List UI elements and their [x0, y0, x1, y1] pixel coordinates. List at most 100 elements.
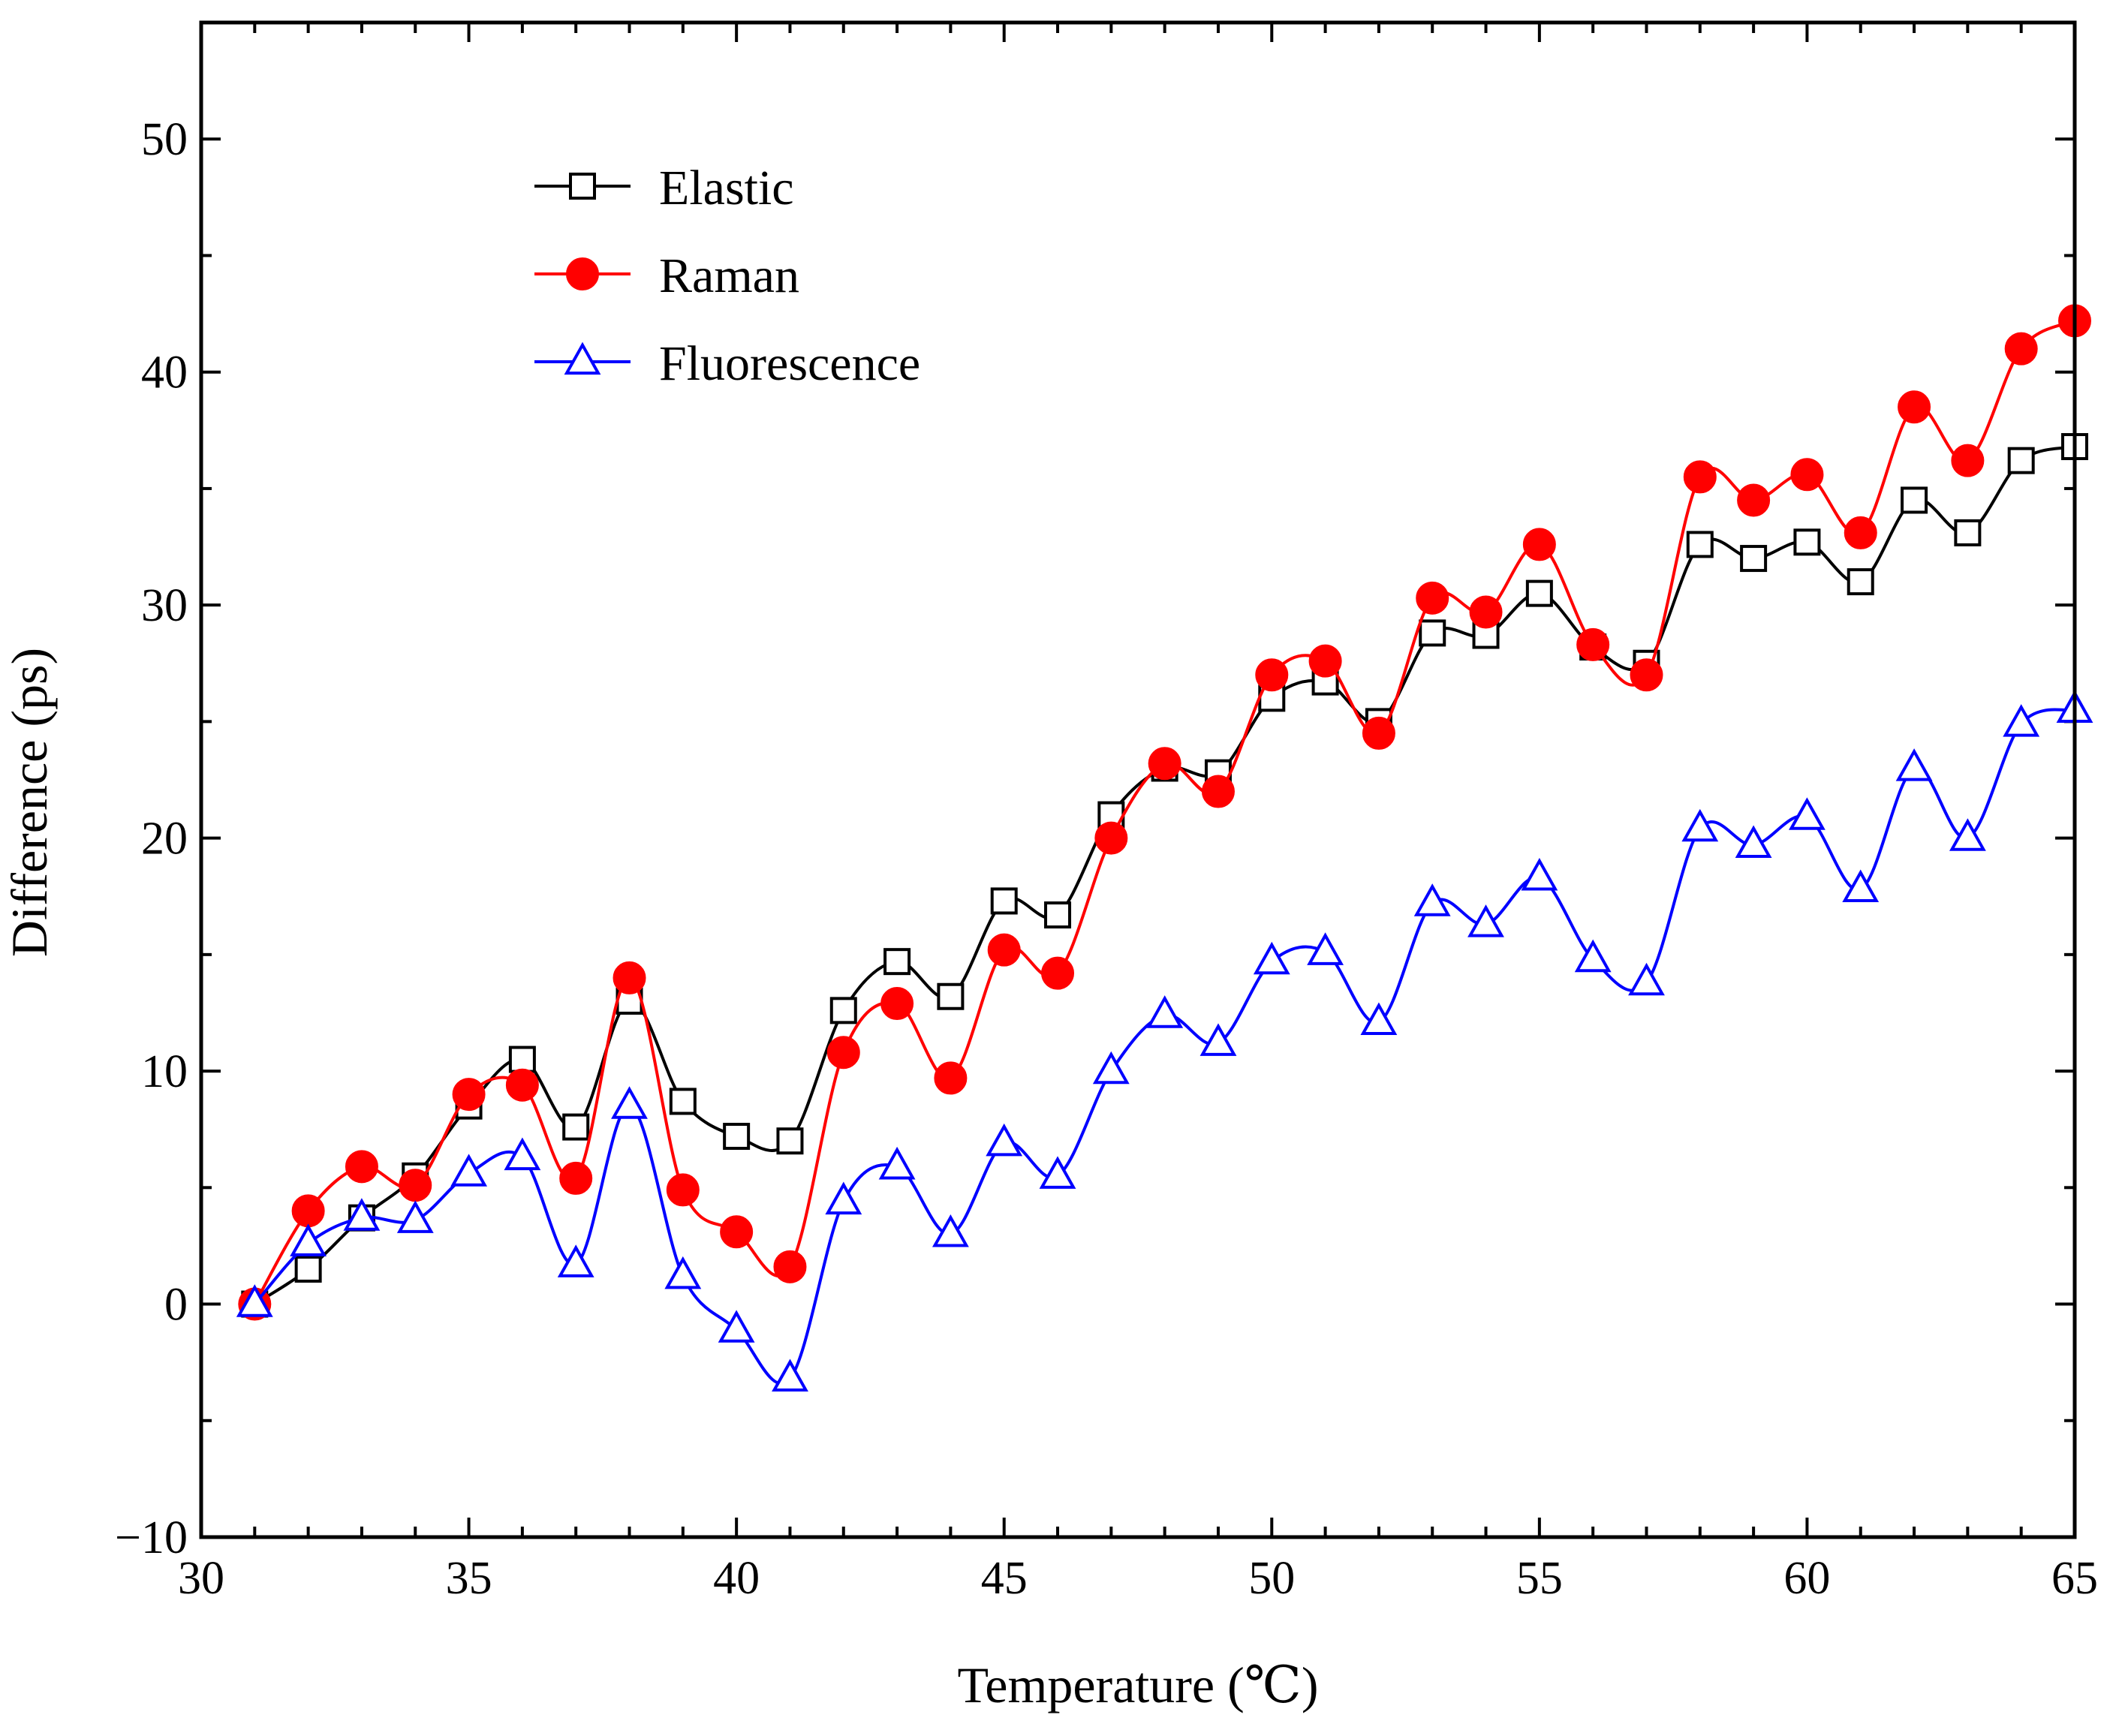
- elastic-point: [1901, 486, 1928, 514]
- raman-point: [1790, 458, 1824, 492]
- fluorescence-point: [878, 1146, 916, 1180]
- fluorescence-point: [1788, 797, 1826, 830]
- elastic-point: [990, 887, 1018, 915]
- raman-point: [2004, 332, 2038, 366]
- fluorescence-point: [1521, 858, 1558, 891]
- raman-point: [613, 961, 646, 994]
- elastic-point: [2007, 447, 2035, 474]
- fluorescence-point: [1574, 939, 1612, 973]
- elastic-point: [1740, 545, 1768, 573]
- raman-point: [1737, 483, 1771, 517]
- fluorescence-point: [1039, 1156, 1076, 1189]
- y-tick-label: 0: [164, 1280, 188, 1331]
- elastic-point: [1419, 619, 1446, 647]
- raman-point: [452, 1078, 486, 1112]
- y-axis-title: Difference (ps): [1, 648, 58, 957]
- elastic-point: [829, 997, 857, 1024]
- elastic-point: [1847, 568, 1874, 596]
- y-tick-label: 20: [141, 814, 188, 865]
- elastic-point: [508, 1046, 536, 1073]
- elastic-point: [669, 1088, 697, 1115]
- y-tick-label: 30: [141, 580, 188, 631]
- raman-point: [1522, 528, 1556, 561]
- raman-point: [1041, 956, 1075, 990]
- raman-point: [1362, 716, 1395, 750]
- fluorescence-point: [1253, 941, 1290, 975]
- fluorescence-point: [557, 1244, 594, 1277]
- x-tick-label: 65: [2051, 1553, 2098, 1604]
- raman-point: [934, 1061, 968, 1095]
- legend-fluorescence-marker: [564, 341, 601, 375]
- elastic-point: [1686, 531, 1714, 558]
- x-tick-label: 30: [178, 1553, 224, 1604]
- raman-point: [291, 1194, 325, 1228]
- x-tick-label: 55: [1516, 1553, 1563, 1604]
- fluorescence-point: [1360, 1002, 1398, 1035]
- elastic-point: [1525, 579, 1553, 607]
- elastic-point: [1793, 528, 1821, 556]
- elastic-point: [776, 1127, 804, 1155]
- legend-fluorescence-label: Fluorescence: [659, 336, 920, 391]
- fluorescence-point: [1092, 1051, 1130, 1085]
- raman-point: [399, 1169, 432, 1202]
- raman-point: [345, 1150, 378, 1184]
- legend-elastic-marker: [569, 173, 596, 200]
- axis-ticks: [200, 21, 2076, 1539]
- raman-point: [987, 933, 1021, 967]
- raman-point: [1255, 658, 1289, 692]
- y-tick-label: 10: [141, 1046, 188, 1097]
- raman-point: [1308, 644, 1342, 678]
- fluorescence-point: [772, 1358, 808, 1392]
- fluorescence-point: [1842, 869, 1880, 902]
- elastic-point: [723, 1123, 751, 1151]
- x-tick-label: 45: [981, 1553, 1028, 1604]
- legend: Elastic Raman Fluorescence: [534, 161, 920, 391]
- legend-elastic-label: Elastic: [659, 161, 794, 215]
- raman-point: [720, 1215, 754, 1249]
- fluorescence-point: [611, 1086, 648, 1119]
- raman-point: [666, 1173, 700, 1207]
- fluorescence-point: [986, 1123, 1023, 1157]
- elastic-point: [294, 1255, 322, 1283]
- fluorescence-point: [1146, 995, 1184, 1028]
- raman-point: [826, 1036, 860, 1070]
- series-elastic: [241, 433, 2088, 1318]
- fluorescence-point: [1628, 962, 1665, 996]
- raman-point: [559, 1161, 593, 1195]
- raman-point: [505, 1068, 539, 1102]
- raman-point: [1469, 595, 1503, 629]
- elastic-point: [562, 1113, 590, 1141]
- fluorescence-point: [236, 1284, 273, 1317]
- raman-point: [773, 1250, 807, 1283]
- fluorescence-point: [1681, 808, 1719, 842]
- raman-point: [1898, 390, 1931, 424]
- fluorescence-point: [343, 1198, 381, 1231]
- x-tick-label: 35: [446, 1553, 492, 1604]
- raman-point: [1576, 627, 1610, 661]
- raman-point: [1148, 747, 1181, 781]
- fluorescence-point: [2003, 704, 2040, 737]
- y-tick-label: 40: [141, 348, 188, 399]
- raman-point: [1416, 581, 1449, 615]
- x-tick-label: 60: [1783, 1553, 1830, 1604]
- fluorescence-point: [1949, 818, 1986, 851]
- fluorescence-point: [450, 1154, 488, 1187]
- fluorescence-point: [825, 1181, 862, 1215]
- raman-point: [1094, 821, 1128, 855]
- legend-raman-label: Raman: [659, 248, 799, 303]
- fluorescence-point: [1307, 932, 1344, 965]
- fluorescence-point: [932, 1214, 969, 1247]
- raman-point: [1844, 516, 1877, 549]
- legend-raman-marker: [566, 257, 599, 290]
- x-axis-title: Temperature (℃): [958, 1656, 1319, 1713]
- fluorescence-point: [396, 1200, 434, 1233]
- raman-point: [1951, 444, 1985, 477]
- fluorescence-point: [504, 1137, 541, 1171]
- plot-frame: [199, 20, 2077, 1539]
- fluorescence-point: [718, 1310, 755, 1343]
- y-tick-label: −10: [115, 1512, 188, 1563]
- raman-point: [1683, 460, 1717, 494]
- elastic-point: [1044, 901, 1072, 929]
- fluorescence-point: [1735, 825, 1772, 858]
